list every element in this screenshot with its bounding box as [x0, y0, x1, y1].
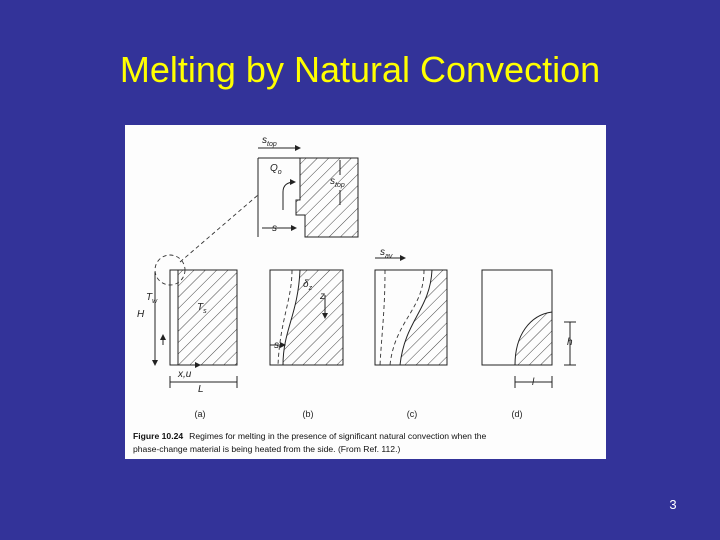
- caption: Figure 10.24 Regimes for melting in the p…: [133, 431, 487, 441]
- symbol: Tw: [146, 292, 158, 305]
- panel-label: (d): [512, 409, 523, 419]
- symbol: h: [567, 337, 573, 348]
- symbol: x,u: [177, 369, 192, 380]
- symbol: sav: [380, 247, 393, 260]
- zoom-panel: [179, 145, 359, 263]
- symbol: s: [272, 223, 277, 234]
- symbol: H: [137, 309, 145, 320]
- slide-title: Melting by Natural Convection: [120, 49, 600, 90]
- symbol: Qo: [270, 163, 282, 176]
- panel-d: [481, 269, 576, 388]
- figure: stop Qo stop s sav Tw Ts H x,u L δz z s …: [125, 125, 606, 459]
- symbol: L: [198, 384, 204, 395]
- symbol: stop: [330, 176, 345, 189]
- panel-label: (b): [303, 409, 314, 419]
- symbol: Ts: [197, 302, 207, 315]
- symbol: δz: [303, 279, 313, 292]
- panel-b: [269, 269, 344, 366]
- caption: phase-change material is being heated fr…: [133, 444, 400, 454]
- symbol: z: [319, 291, 325, 302]
- symbol: s: [274, 340, 279, 351]
- panel-a: [155, 254, 238, 388]
- symbol: stop: [262, 135, 277, 148]
- symbol: l: [532, 377, 535, 388]
- panel-label: (c): [407, 409, 418, 419]
- page-number: 3: [669, 497, 676, 512]
- panel-label: (a): [195, 409, 206, 419]
- panel-c: [374, 255, 448, 366]
